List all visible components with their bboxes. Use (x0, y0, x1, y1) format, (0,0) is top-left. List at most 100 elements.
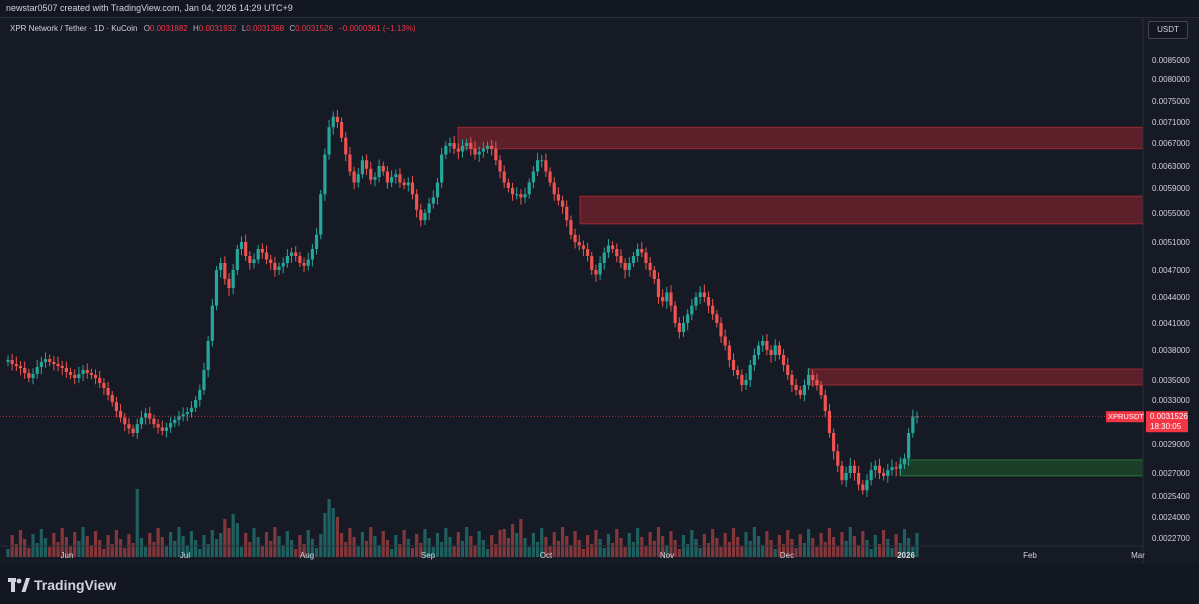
volume-bar (252, 528, 256, 557)
candle-body (214, 270, 219, 306)
volume-bar (406, 539, 410, 557)
candle-body (652, 270, 656, 279)
volume-bar (740, 546, 744, 557)
candle-body (139, 417, 144, 425)
candle-body (244, 242, 248, 256)
candle-body (535, 160, 540, 172)
volume-bar (269, 541, 273, 557)
volume-bar (144, 547, 148, 557)
volume-bar (694, 539, 698, 557)
volume-bar (857, 545, 861, 557)
candle-body (594, 270, 598, 275)
candle-body (31, 374, 35, 378)
candle-body (769, 350, 773, 355)
candle-body (823, 395, 827, 411)
high-value: 0.0031932 (198, 24, 237, 33)
candlestick-chart[interactable]: 0.0085000 0.0080000 0.0075000 0.0071000 0.00… (0, 18, 1199, 564)
candle-body (194, 400, 198, 408)
y-tick-label: 0.0071000 (1152, 118, 1190, 127)
volume-bar (840, 532, 844, 557)
candle-body (23, 368, 27, 373)
candle-body (731, 360, 736, 370)
candle-body (598, 263, 602, 275)
tradingview-logo-text: TradingView (34, 577, 117, 593)
y-tick-label: 0.0044000 (1152, 293, 1190, 302)
candle-body (806, 375, 811, 385)
volume-bar (260, 546, 264, 557)
candle-body (581, 245, 586, 249)
volume-bar (102, 549, 106, 557)
candle-body (398, 174, 402, 183)
candle-body (877, 465, 882, 473)
volume-bar (173, 541, 177, 557)
volume-bar (715, 538, 719, 557)
volume-bar (611, 543, 615, 557)
candle-body (89, 373, 93, 375)
candle-body (506, 182, 510, 188)
y-tick-label: 0.0080000 (1152, 75, 1190, 84)
symbol-title[interactable]: XPR Network / Tether · 1D · KuCoin (10, 24, 138, 33)
candle-body (189, 407, 194, 413)
volume-bar (498, 530, 502, 557)
volume-bar (352, 537, 356, 557)
candle-body (519, 194, 523, 198)
candle-body (406, 182, 410, 186)
volume-bar (160, 537, 164, 557)
open-label: O (143, 24, 150, 33)
candle-body (656, 279, 661, 297)
volume-bar (848, 527, 852, 557)
volume-bar (264, 532, 269, 557)
candle-body (252, 259, 256, 263)
candle-body (531, 171, 535, 183)
volume-bar (790, 539, 794, 557)
currency-button[interactable]: USDT (1148, 21, 1188, 39)
volume-bar (306, 530, 310, 557)
candle-body (310, 249, 314, 260)
tradingview-logo[interactable]: TradingView (8, 577, 116, 593)
candle-body (719, 323, 723, 337)
volume-bar (473, 545, 477, 557)
price-tag-price: 0.0031526 (1150, 412, 1188, 421)
candle-body (73, 375, 77, 378)
candle-body (185, 412, 189, 415)
candle-body (502, 171, 506, 183)
price-tag-countdown: 18:30:05 (1150, 422, 1182, 431)
chart-frame: 0.0085000 0.0080000 0.0075000 0.0071000 0.00… (0, 18, 1199, 564)
volume-bar (765, 531, 769, 557)
candle-body (694, 297, 698, 306)
volume-bar (164, 546, 169, 557)
volume-bar (348, 528, 352, 557)
candle-body (298, 256, 302, 263)
candle-body (60, 366, 64, 368)
candle-body (790, 375, 794, 385)
volume-bar (602, 548, 606, 557)
y-tick-label: 0.0067000 (1152, 139, 1190, 148)
volume-bar (827, 528, 832, 557)
y-tick-label: 0.0024000 (1152, 513, 1190, 522)
volume-bar (706, 543, 711, 557)
candle-body (873, 465, 877, 471)
candle-body (319, 194, 323, 235)
volume-bar (619, 538, 623, 557)
volume-bar (698, 548, 702, 557)
candle-body (736, 370, 740, 375)
volume-bar (156, 528, 160, 557)
candle-body (677, 323, 681, 332)
y-tick-label: 0.0029000 (1152, 440, 1190, 449)
x-tick-label: Dec (780, 551, 794, 560)
candle-body (152, 418, 156, 425)
candle-body (248, 256, 252, 263)
volume-bar (802, 543, 807, 557)
volume-bar (690, 530, 694, 557)
candle-body (540, 160, 544, 162)
volume-bar (452, 546, 456, 557)
candle-body (156, 424, 160, 428)
volume-bar (902, 529, 907, 557)
volume-bar (519, 519, 523, 557)
x-tick-label: Feb (1023, 551, 1037, 560)
candle-body (702, 292, 706, 297)
volume-bar (273, 527, 277, 557)
volume-bar (27, 548, 31, 557)
volume-bar (907, 538, 911, 557)
volume-bar (886, 539, 890, 557)
